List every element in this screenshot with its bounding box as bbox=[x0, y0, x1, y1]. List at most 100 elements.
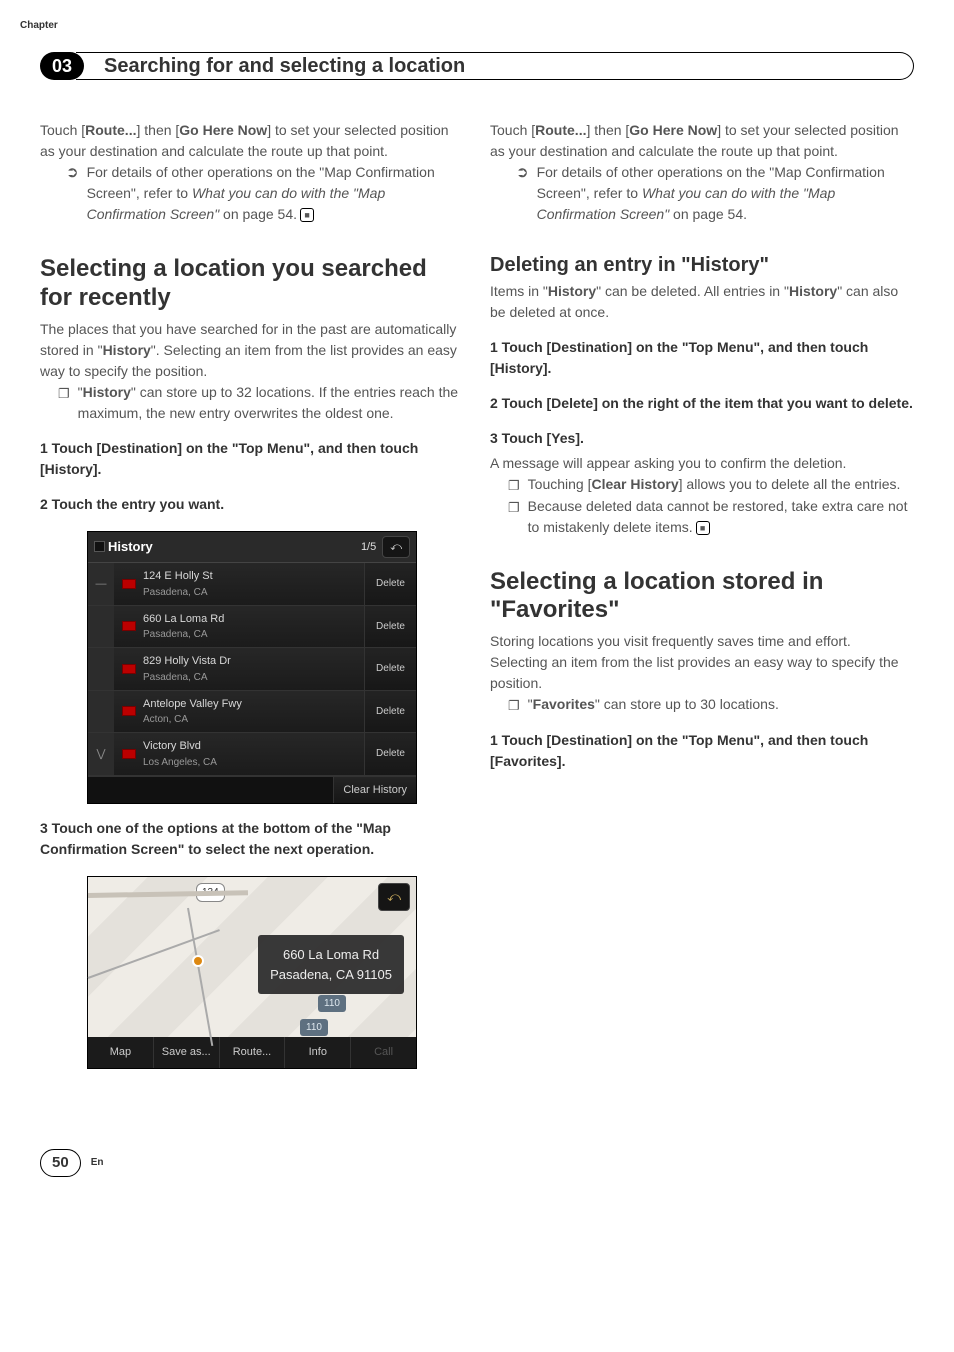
flag-icon bbox=[122, 706, 136, 716]
screenshot-map-area[interactable]: 134 ⤺ 660 La Loma Rd Pasadena, CA 91105 … bbox=[88, 877, 416, 1037]
flag-icon bbox=[122, 749, 136, 759]
list-item: — 124 E Holly StPasadena, CA Delete bbox=[88, 563, 416, 606]
text: Items in " bbox=[490, 283, 548, 299]
clear-history-button[interactable]: Clear History bbox=[333, 777, 416, 804]
screenshot-page-indicator: 1/5 bbox=[361, 539, 376, 556]
bullet-text: Touching [Clear History] allows you to d… bbox=[528, 474, 901, 496]
text: ] allows you to delete all the entries. bbox=[679, 476, 901, 492]
text-bold: History bbox=[548, 283, 596, 299]
address-line2: Pasadena, CA 91105 bbox=[270, 965, 392, 985]
screenshot-title: History bbox=[94, 537, 153, 557]
delete-button[interactable]: Delete bbox=[364, 563, 416, 605]
text: ] then [ bbox=[136, 122, 179, 138]
highway-badge: 110 bbox=[300, 1019, 328, 1036]
delete-button[interactable]: Delete bbox=[364, 648, 416, 690]
header-row: 03 Searching for and selecting a locatio… bbox=[40, 52, 914, 80]
info-button[interactable]: Info bbox=[285, 1037, 351, 1068]
section-heading: Selecting a location you searched for re… bbox=[40, 255, 464, 313]
paragraph: Selecting an item from the list provides… bbox=[490, 652, 914, 694]
paragraph: Storing locations you visit frequently s… bbox=[490, 631, 914, 652]
list-item-line2: Pasadena, CA bbox=[143, 670, 231, 685]
list-item: 660 La Loma RdPasadena, CA Delete bbox=[88, 606, 416, 649]
paragraph: Touch [Route...] then [Go Here Now] to s… bbox=[40, 120, 464, 162]
text-bold: Route... bbox=[535, 122, 586, 138]
text: ] then [ bbox=[586, 122, 629, 138]
screenshot-bottom-bar: Clear History bbox=[88, 776, 416, 804]
step-2: 2 Touch the entry you want. bbox=[40, 494, 464, 515]
back-button[interactable]: ⤺ bbox=[382, 536, 410, 559]
text-bold: History bbox=[789, 283, 837, 299]
screenshot-bottom-bar: Map Save as... Route... Info Call bbox=[88, 1037, 416, 1068]
step-1: 1 Touch [Destination] on the "Top Menu",… bbox=[490, 730, 914, 772]
language-code: En bbox=[91, 1155, 104, 1170]
text-bold: Go Here Now bbox=[629, 122, 717, 138]
step-1: 1 Touch [Destination] on the "Top Menu",… bbox=[490, 337, 914, 379]
paragraph: Items in "History" can be deleted. All e… bbox=[490, 281, 914, 323]
delete-button[interactable]: Delete bbox=[364, 691, 416, 733]
screenshot-history-list: History 1/5 ⤺ — 124 E Holly StPasadena, … bbox=[87, 531, 417, 805]
delete-button[interactable]: Delete bbox=[364, 733, 416, 775]
scroll-track bbox=[88, 648, 114, 690]
step-3: 3 Touch one of the options at the bottom… bbox=[40, 818, 464, 860]
highway-badge: 110 bbox=[318, 995, 346, 1012]
list-item-main[interactable]: Antelope Valley FwyActon, CA bbox=[114, 691, 364, 733]
bullet-text: For details of other operations on the "… bbox=[87, 162, 464, 225]
screenshot-titlebar: History 1/5 ⤺ bbox=[88, 532, 416, 564]
delete-button[interactable]: Delete bbox=[364, 606, 416, 648]
flag-icon bbox=[94, 541, 105, 552]
scroll-up-button[interactable]: — bbox=[88, 563, 114, 605]
list-item-main[interactable]: 660 La Loma RdPasadena, CA bbox=[114, 606, 364, 648]
map-button[interactable]: Map bbox=[88, 1037, 154, 1068]
road-line bbox=[187, 908, 213, 1046]
paragraph: A message will appear asking you to conf… bbox=[490, 453, 914, 474]
list-item-line2: Los Angeles, CA bbox=[143, 755, 217, 770]
list-item-line1: 829 Holly Vista Dr bbox=[143, 653, 231, 670]
subsection-heading: Deleting an entry in "History" bbox=[490, 253, 914, 277]
list-item: Antelope Valley FwyActon, CA Delete bbox=[88, 691, 416, 734]
text: Touch [ bbox=[490, 122, 535, 138]
scroll-down-button[interactable]: ⋁ bbox=[88, 733, 114, 775]
flag-icon bbox=[122, 621, 136, 631]
list-item-line1: 124 E Holly St bbox=[143, 568, 213, 585]
back-button[interactable]: ⤺ bbox=[378, 883, 410, 911]
text-bold: History bbox=[83, 384, 131, 400]
flag-icon bbox=[122, 664, 136, 674]
text-bold: History bbox=[103, 342, 151, 358]
text: " bbox=[608, 596, 619, 623]
end-mark-icon: ■ bbox=[696, 521, 710, 535]
right-column: Touch [Route...] then [Go Here Now] to s… bbox=[490, 120, 914, 1079]
section-heading: Selecting a location stored in "Favorite… bbox=[490, 568, 914, 626]
bullet-ref: ➲ For details of other operations on the… bbox=[516, 162, 914, 225]
text: on page 54. bbox=[219, 206, 297, 222]
call-button[interactable]: Call bbox=[351, 1037, 416, 1068]
list-item: ⋁ Victory BlvdLos Angeles, CA Delete bbox=[88, 733, 416, 776]
title-text: History bbox=[108, 537, 153, 557]
chapter-label: Chapter bbox=[20, 18, 58, 33]
list-item-main[interactable]: Victory BlvdLos Angeles, CA bbox=[114, 733, 364, 775]
text: " can store up to 30 locations. bbox=[595, 696, 779, 712]
route-button[interactable]: Route... bbox=[220, 1037, 286, 1068]
paragraph: The places that you have searched for in… bbox=[40, 319, 464, 382]
screenshot-map-confirm: 134 ⤺ 660 La Loma Rd Pasadena, CA 91105 … bbox=[87, 876, 417, 1069]
step-1: 1 Touch [Destination] on the "Top Menu",… bbox=[40, 438, 464, 480]
text: Touch [ bbox=[40, 122, 85, 138]
bullet-text: "History" can store up to 32 locations. … bbox=[78, 382, 464, 424]
paragraph: Touch [Route...] then [Go Here Now] to s… bbox=[490, 120, 914, 162]
list-item-main[interactable]: 124 E Holly StPasadena, CA bbox=[114, 563, 364, 605]
list-item: 829 Holly Vista DrPasadena, CA Delete bbox=[88, 648, 416, 691]
end-mark-icon: ■ bbox=[300, 208, 314, 222]
text: History bbox=[691, 254, 760, 276]
list-item-line1: Antelope Valley Fwy bbox=[143, 696, 242, 713]
map-pin-icon bbox=[192, 955, 204, 967]
text: " can be deleted. All entries in " bbox=[596, 283, 789, 299]
text: Deleting an entry in " bbox=[490, 254, 691, 276]
arrow-icon: ➲ bbox=[516, 162, 529, 225]
list-item-line2: Pasadena, CA bbox=[143, 585, 213, 600]
text: " can store up to 32 locations. If the e… bbox=[78, 384, 458, 421]
flag-icon bbox=[122, 579, 136, 589]
list-item-line2: Pasadena, CA bbox=[143, 627, 224, 642]
list-item-main[interactable]: 829 Holly Vista DrPasadena, CA bbox=[114, 648, 364, 690]
text: Favorites bbox=[501, 596, 608, 623]
square-icon: ❐ bbox=[508, 498, 520, 538]
left-column: Touch [Route...] then [Go Here Now] to s… bbox=[40, 120, 464, 1079]
